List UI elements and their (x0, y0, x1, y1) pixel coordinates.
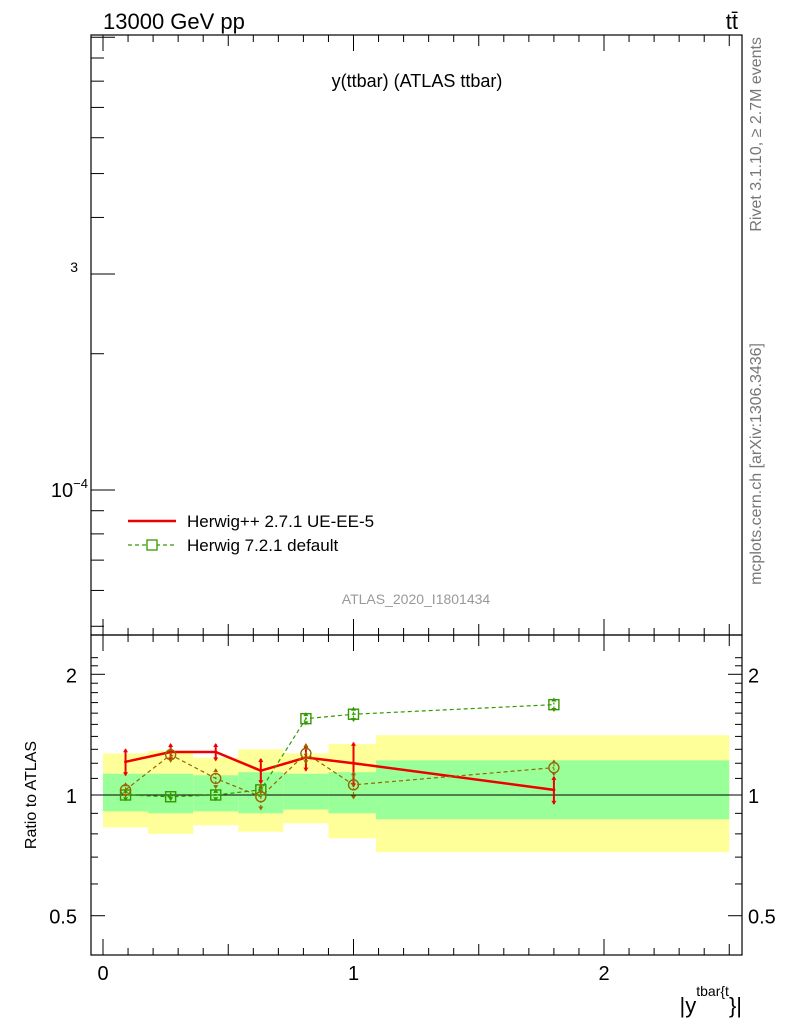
data-point-herwig7-5 (347, 708, 360, 720)
data-point-ratio-series-3-3 (255, 791, 267, 803)
energy-label: 13000 GeV pp (103, 9, 245, 34)
errorcap-bottom-ratio-series-3-3 (258, 806, 264, 811)
plot-title: y(ttbar) (ATLAS ttbar) (332, 71, 503, 91)
data-point-ratio-series-3-1 (164, 749, 177, 761)
ratio-xtick-label-1: 1 (348, 963, 359, 985)
errorcap-top-ratio-series-3-3 (258, 783, 264, 788)
errorcap-bottom-herwigpp-0 (123, 772, 129, 777)
errorcap-top-herwigpp-1 (168, 743, 174, 748)
uncertainty-band-green-4 (283, 773, 329, 810)
data-point-ratio-series-3-0 (119, 784, 132, 796)
ratio-panel: 0.5 0.5 1 1 2 2 0 1 2 Ratio to ATLAS |ytbar{t}| (23, 35, 776, 1018)
errorcap-bottom-ratio-series-3-2 (213, 785, 219, 790)
data-point-herwigpp-3 (259, 769, 263, 773)
xlabel-main: |y (680, 993, 697, 1018)
errorcap-bottom-herwig7-1 (168, 797, 174, 802)
legend-label-herwig7: Herwig 7.2.1 default (187, 536, 338, 555)
errorcap-bottom-ratio-series-3-4 (303, 760, 309, 765)
ratio-ytick-label-right-1: 1 (748, 786, 759, 808)
ratio-xlabel: |ytbar{t}| (680, 983, 742, 1018)
ratio-ytick-label-right-0: 0.5 (748, 907, 776, 929)
xlabel-superscript: tbar{t (696, 983, 729, 999)
errorcap-top-ratio-series-3-5 (351, 771, 356, 776)
errorcap-bottom-herwigpp-2 (213, 757, 219, 762)
data-point-herwig7-4 (300, 712, 312, 725)
legend: Herwig++ 2.7.1 UE-EE-5 Herwig 7.2.1 defa… (128, 512, 374, 555)
xlabel-tail: }| (729, 993, 742, 1018)
errorcap-top-ratio-series-3-2 (213, 768, 219, 773)
rivet-version-label: Rivet 3.1.10, ≥ 2.7M events (748, 37, 765, 232)
ratio-ytick-label-left-0: 0.5 (49, 907, 77, 929)
main-y-ticks (91, 36, 115, 627)
data-point-herwig7-6 (548, 698, 560, 711)
errorcap-bottom-ratio-series-3-6 (551, 772, 557, 777)
legend-marker-herwig7 (146, 539, 158, 551)
ratio-xtick-label-0: 0 (97, 963, 108, 985)
ratio-ytick-label-left-2: 2 (66, 665, 77, 687)
legend-label-herwigpp: Herwig++ 2.7.1 UE-EE-5 (187, 512, 374, 531)
main-panel: 3 10−4 y(ttbar) (ATLAS ttbar) ATLAS_2020… (51, 34, 743, 636)
data-point-herwigpp-5 (352, 761, 355, 765)
data-point-ratio-series-3-6 (548, 761, 560, 774)
errorcap-top-ratio-series-3-4 (303, 743, 309, 748)
data-point-herwigpp-6 (552, 788, 556, 792)
ratio-ylabel: Ratio to ATLAS (23, 741, 40, 849)
mcplots-label: mcplots.cern.ch [arXiv:1306.3436] (748, 343, 765, 585)
analysis-watermark: ATLAS_2020_I1801434 (342, 591, 491, 607)
errorcap-top-herwigpp-2 (213, 743, 219, 748)
errorcap-top-herwigpp-0 (123, 748, 129, 753)
ytick-label-3: 3 (70, 259, 78, 275)
data-point-ratio-series-3-4 (300, 747, 312, 760)
ytick-label-1e-4: 10−4 (51, 476, 88, 502)
errorcap-top-herwig7-1 (168, 792, 174, 797)
data-point-herwig7-2 (210, 789, 222, 801)
uncertainty-band-green-5 (328, 772, 377, 814)
errorcap-top-herwig7-2 (213, 788, 219, 793)
errorcap-top-herwig7-0 (123, 788, 129, 793)
data-point-herwigpp-0 (124, 760, 128, 764)
ratio-content (91, 697, 742, 853)
data-point-ratio-series-3-5 (347, 779, 360, 791)
errorcap-bottom-herwigpp-4 (303, 767, 309, 772)
data-point-herwigpp-2 (214, 750, 218, 754)
ratio-ytick-label-left-1: 1 (66, 786, 77, 808)
process-label: tt̄ (726, 9, 738, 34)
errorcap-bottom-herwigpp-6 (551, 800, 557, 805)
errorcap-top-herwigpp-5 (351, 741, 356, 746)
errorcap-top-herwigpp-6 (551, 775, 557, 780)
errorcap-bottom-herwigpp-3 (258, 780, 264, 785)
data-point-herwig7-1 (164, 791, 177, 803)
data-point-ratio-series-3-2 (210, 772, 222, 785)
data-point-herwig7-0 (119, 789, 132, 801)
errorcap-bottom-ratio-series-3-5 (351, 795, 356, 800)
errorcap-top-herwigpp-3 (258, 757, 264, 762)
ratio-ytick-label-right-2: 2 (748, 665, 759, 687)
ratio-ticks: 0.5 0.5 1 1 2 2 0 1 2 (49, 35, 776, 985)
ratio-xtick-label-2: 2 (598, 963, 609, 985)
